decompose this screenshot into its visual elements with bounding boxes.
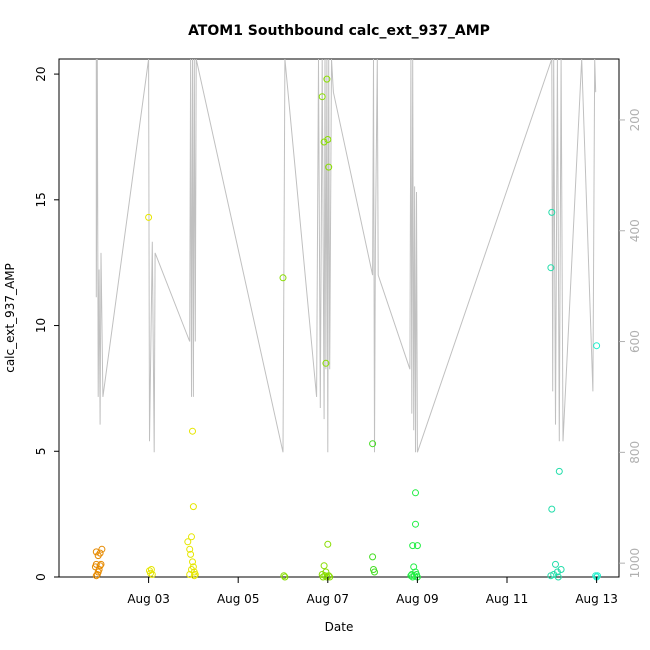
data-point xyxy=(321,572,329,580)
data-point xyxy=(369,553,377,561)
data-point xyxy=(369,440,377,448)
x-tick-label: Aug 09 xyxy=(396,592,439,606)
x-tick-label: Aug 07 xyxy=(307,592,350,606)
data-point xyxy=(324,540,332,548)
data-point xyxy=(324,136,332,143)
data-point xyxy=(318,93,326,101)
data-point xyxy=(191,571,199,578)
data-point xyxy=(188,533,195,541)
y-tick-label: 15 xyxy=(34,192,48,207)
data-point xyxy=(147,569,154,577)
data-point xyxy=(593,342,601,350)
data-point xyxy=(188,566,195,573)
data-point xyxy=(189,503,197,511)
data-point xyxy=(320,562,328,570)
data-point xyxy=(147,566,155,573)
x-tick-label: Aug 03 xyxy=(127,592,170,606)
data-point xyxy=(412,489,419,497)
data-point xyxy=(322,359,330,367)
data-point xyxy=(413,542,421,550)
data-point xyxy=(96,562,104,570)
axes-layer: 0 5 10 15 20 Aug 03 Aug 05 Aug 07 Aug 09 Aug 11 Au… xyxy=(34,66,642,606)
data-point xyxy=(187,550,195,558)
y-axis-label: calc_ext_937_AMP xyxy=(3,263,17,373)
data-point xyxy=(325,163,333,171)
y2-tick-label: 600 xyxy=(628,330,642,353)
data-point xyxy=(97,560,105,568)
chart-title: ATOM1 Southbound calc_ext_937_AMP xyxy=(188,23,490,39)
data-point xyxy=(92,572,100,580)
data-point xyxy=(145,213,153,221)
data-point xyxy=(323,75,331,83)
data-point xyxy=(280,572,288,580)
data-point xyxy=(281,573,289,581)
y2-tick-label: 400 xyxy=(628,219,642,242)
data-point xyxy=(98,545,106,553)
data-point xyxy=(96,549,104,557)
data-point xyxy=(547,264,555,272)
plot-frame xyxy=(58,58,620,578)
data-point xyxy=(409,542,417,550)
x-tick-label: Aug 13 xyxy=(575,592,618,606)
data-point xyxy=(555,467,563,475)
data-point xyxy=(371,568,378,576)
y-tick-label: 5 xyxy=(34,447,48,455)
data-point xyxy=(548,208,556,216)
data-point xyxy=(547,572,555,580)
data-point xyxy=(148,571,156,578)
data-point xyxy=(412,520,419,528)
data-point xyxy=(552,560,559,568)
y-tick-label: 10 xyxy=(34,318,48,333)
x-tick-label: Aug 05 xyxy=(217,592,260,606)
line-series-layer xyxy=(95,59,597,453)
data-point xyxy=(189,558,196,566)
data-point xyxy=(189,427,196,435)
secondary-line-series xyxy=(95,59,597,453)
data-point xyxy=(326,573,334,581)
points-layer xyxy=(91,75,601,581)
y2-tick-label: 1000 xyxy=(628,548,642,579)
x-axis-label: Date xyxy=(325,620,354,634)
data-point xyxy=(92,560,100,568)
y2-tick-label: 800 xyxy=(628,441,642,464)
y-tick-label: 0 xyxy=(34,573,48,581)
data-point xyxy=(325,572,333,580)
data-point xyxy=(279,274,287,282)
data-point xyxy=(92,548,100,556)
data-point xyxy=(184,538,192,546)
data-point xyxy=(554,573,562,581)
data-point xyxy=(594,572,601,580)
data-point xyxy=(186,545,194,553)
data-point xyxy=(190,572,198,580)
data-point xyxy=(323,573,331,581)
y2-tick-label: 200 xyxy=(628,108,642,131)
data-point xyxy=(548,505,556,513)
x-tick-label: Aug 11 xyxy=(486,592,529,606)
y-tick-label: 20 xyxy=(34,66,48,81)
